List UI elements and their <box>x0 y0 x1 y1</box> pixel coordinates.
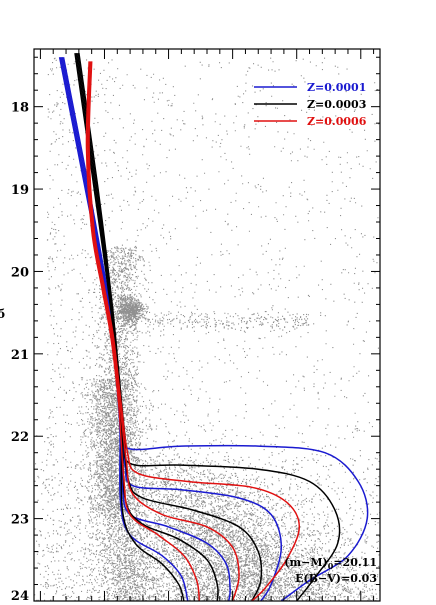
y-axis-label-fragment: б <box>0 307 5 321</box>
annotations: (m−M)0=20.11 E(B−V)=0.03 <box>284 556 377 585</box>
y-tick-label: 18 <box>11 101 29 116</box>
background-stars <box>34 57 380 601</box>
axis-ticks <box>34 49 380 602</box>
y-tick-label: 24 <box>11 589 29 604</box>
legend-label-z0003: Z=0.0003 <box>307 98 366 111</box>
isochrone-z00001-2 <box>60 57 231 601</box>
isochrone-z00003-0 <box>78 52 341 601</box>
legend: Z=0.0001 Z=0.0003 Z=0.0006 <box>254 81 367 128</box>
y-tick-labels: 18 19 20 21 22 23 24 <box>11 101 29 604</box>
annotation-reddening: E(B−V)=0.03 <box>295 572 377 585</box>
isochrone-z00001-0 <box>62 57 369 601</box>
isochrone-z00006-2 <box>85 61 201 601</box>
annotation-distance-modulus: (m−M)0=20.11 <box>284 556 377 571</box>
isochrone-z00006-1 <box>87 61 240 601</box>
y-tick-label: 19 <box>11 183 29 198</box>
legend-label-z0006: Z=0.0006 <box>307 115 367 128</box>
y-tick-label: 20 <box>11 265 29 280</box>
y-tick-label: 23 <box>11 513 29 528</box>
isochrone-z00001-1 <box>61 57 283 601</box>
legend-label-z0001: Z=0.0001 <box>307 81 366 94</box>
y-tick-label: 21 <box>11 348 29 363</box>
y-tick-label: 22 <box>11 430 29 445</box>
star-points <box>34 57 380 601</box>
isochrones <box>58 52 369 601</box>
isochrone-z00006-0 <box>88 61 301 601</box>
